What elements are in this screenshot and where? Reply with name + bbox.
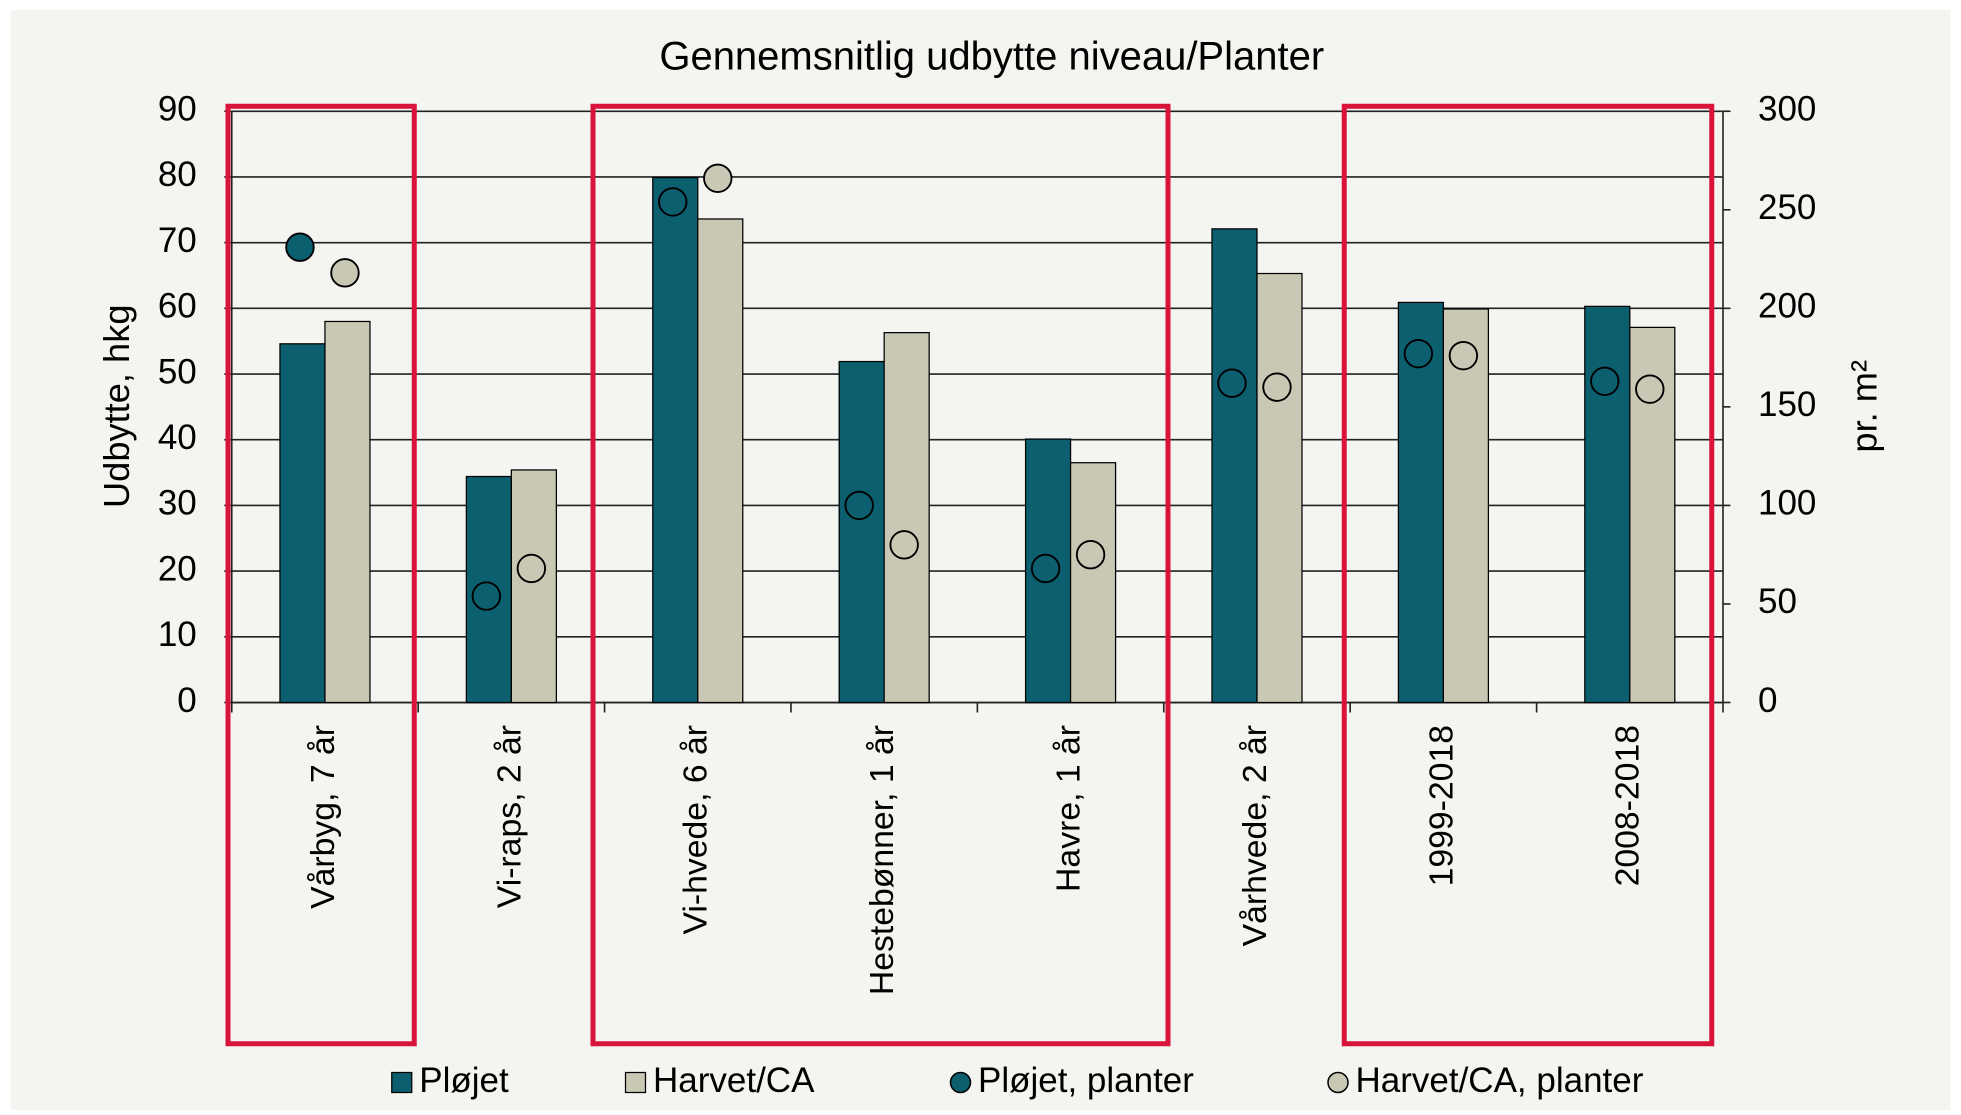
y2-tick-label: 50 (1758, 582, 1797, 621)
marker (844, 490, 874, 521)
y-tick-label: 0 (177, 681, 196, 720)
x-tick-label: Vi-hvede, 6 år (677, 725, 715, 935)
bar (324, 320, 371, 704)
highlight-box (1341, 103, 1715, 1047)
y2-tick-label: 200 (1758, 287, 1816, 326)
chart-title: Gennemsnitlig udbytte niveau/Planter (659, 34, 1324, 78)
bar (1069, 462, 1117, 704)
y-tick-label: 80 (158, 155, 197, 194)
x-tick-label: Havre, 1 år (1050, 725, 1088, 892)
legend-label: Harvet/CA (653, 1061, 815, 1100)
bar (883, 332, 930, 704)
x-tick-label: Vi-raps, 2 år (490, 725, 528, 908)
marker (330, 258, 360, 288)
bar (1256, 272, 1303, 704)
bar (838, 360, 885, 704)
y-tick-label: 40 (158, 418, 197, 457)
y2-tick-label: 250 (1758, 188, 1816, 227)
marker (889, 530, 919, 560)
legend-swatch (391, 1071, 413, 1094)
marker (1030, 553, 1061, 584)
y2-tick-label: 100 (1758, 484, 1816, 523)
marker (703, 163, 733, 193)
y-tick-label: 10 (158, 615, 197, 654)
legend-label: Harvet/CA, planter (1356, 1061, 1644, 1100)
marker (1403, 338, 1434, 369)
y2-tick-label: 0 (1758, 681, 1777, 720)
y2-tick-label: 300 (1758, 90, 1816, 129)
legend-label: Pløjet, planter (978, 1061, 1194, 1100)
x-tick-label: Hestebønner, 1 år (863, 725, 901, 995)
marker (1635, 374, 1665, 404)
bar (1584, 305, 1631, 704)
y-axis-label: Udbytte, hkg (96, 304, 137, 508)
marker (285, 232, 315, 262)
bar (510, 469, 557, 704)
legend-swatch (1327, 1071, 1349, 1094)
highlight-box (590, 103, 1171, 1047)
highlight-box (225, 103, 417, 1047)
y-tick-label: 70 (158, 221, 197, 260)
marker (471, 581, 502, 611)
highlight-boxes (225, 103, 1715, 1047)
bar (652, 176, 699, 704)
y2-tick-label: 150 (1758, 385, 1816, 424)
marker (1590, 366, 1620, 396)
marker (516, 553, 547, 584)
bar (1211, 228, 1258, 704)
y-tick-label: 50 (158, 352, 197, 391)
y-tick-label: 60 (158, 287, 197, 326)
x-tick-label: 2008-2018 (1609, 725, 1647, 886)
x-tick-label: Vårhvede, 2 år (1236, 725, 1274, 946)
legend-swatch (624, 1071, 647, 1094)
legend-swatch (949, 1071, 972, 1094)
y-tick-label: 90 (158, 90, 197, 129)
bar (697, 218, 744, 704)
bar (1442, 308, 1490, 704)
marker (1262, 372, 1292, 402)
y-tick-label: 20 (158, 549, 197, 588)
bar (1397, 301, 1445, 704)
x-tick-label: Vårbyg, 7 år (304, 725, 342, 909)
marker (658, 187, 688, 217)
x-tick-label: 1999-2018 (1422, 725, 1460, 886)
y2-axis-label: pr. m² (1843, 360, 1884, 453)
y-tick-label: 30 (158, 484, 197, 523)
plot-area: 0 10 20 30 40 50 60 70 80 90 0 50 100 150 200 250 300 Vår… (158, 90, 1817, 1100)
bar (279, 343, 326, 704)
marker (1075, 540, 1106, 570)
marker (1217, 368, 1247, 398)
marker (1448, 340, 1479, 371)
legend-label: Pløjet (419, 1061, 509, 1100)
